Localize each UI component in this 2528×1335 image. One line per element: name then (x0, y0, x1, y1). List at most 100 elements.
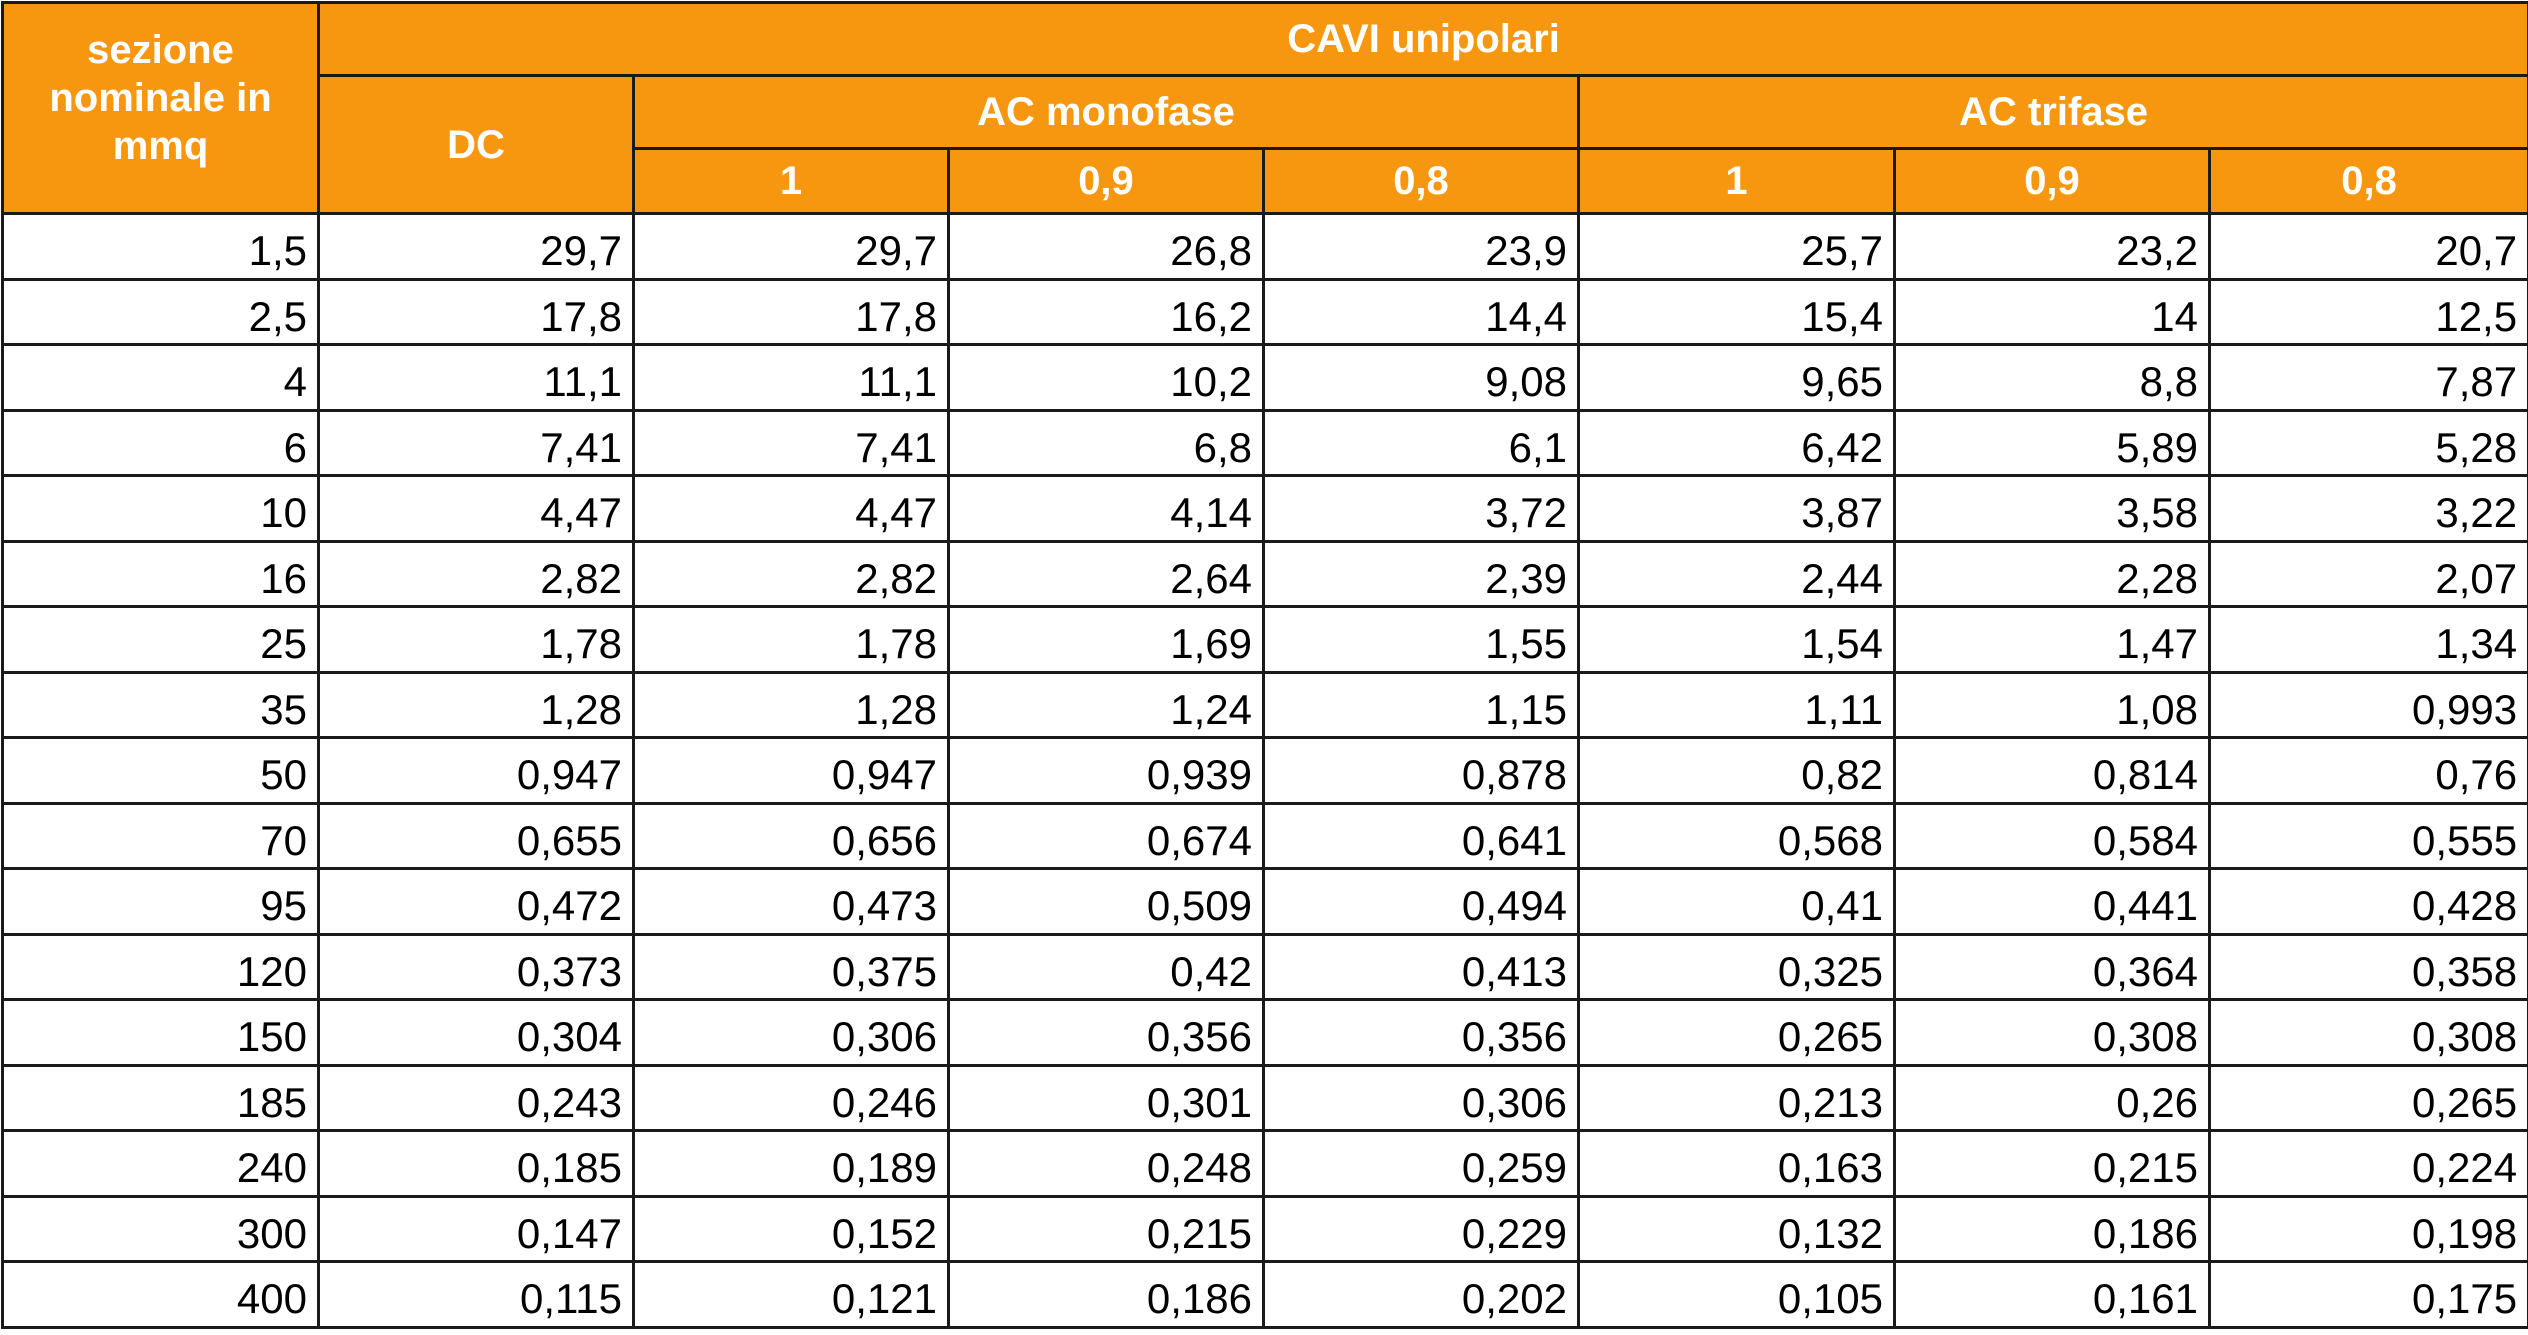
corner-header-section: sezione nominale in mmq (1, 1, 320, 215)
cell-ac-tri-08: 0,224 (2207, 1129, 2528, 1198)
cell-ac-tri-09: 23,2 (1893, 212, 2211, 281)
cell-ac-mono-1: 0,246 (632, 1063, 950, 1132)
cell-ac-mono-09: 0,939 (947, 736, 1265, 805)
cell-dc: 0,304 (317, 998, 635, 1067)
cell-ac-mono-09: 10,2 (947, 343, 1265, 412)
cell-ac-tri-08: 0,198 (2207, 1194, 2528, 1263)
cell-section: 4 (1, 343, 320, 412)
cell-ac-mono-08: 1,55 (1262, 605, 1580, 674)
table-row: 50 0,947 0,947 0,939 0,878 0,82 0,814 0,76 (1, 736, 2528, 805)
cell-ac-tri-09: 14 (1893, 277, 2211, 346)
cell-ac-tri-08: 0,308 (2207, 998, 2528, 1067)
cell-ac-tri-09: 1,08 (1893, 670, 2211, 739)
cell-ac-mono-09: 0,356 (947, 998, 1265, 1067)
cell-ac-tri-08: 0,428 (2207, 867, 2528, 936)
cell-ac-tri-09: 0,441 (1893, 867, 2211, 936)
cell-section: 35 (1, 670, 320, 739)
cell-ac-tri-1: 2,44 (1577, 539, 1896, 608)
cell-ac-tri-09: 0,814 (1893, 736, 2211, 805)
cell-ac-tri-09: 1,47 (1893, 605, 2211, 674)
cell-ac-mono-08: 6,1 (1262, 408, 1580, 477)
cell-ac-mono-1: 7,41 (632, 408, 950, 477)
cell-ac-mono-09: 0,42 (947, 932, 1265, 1001)
cell-ac-mono-08: 14,4 (1262, 277, 1580, 346)
cell-ac-tri-1: 0,82 (1577, 736, 1896, 805)
cell-ac-tri-09: 8,8 (1893, 343, 2211, 412)
cell-ac-mono-09: 0,301 (947, 1063, 1265, 1132)
cell-ac-tri-09: 0,186 (1893, 1194, 2211, 1263)
cell-ac-mono-1: 0,121 (632, 1260, 950, 1329)
header-row-type: DC AC monofase AC trifase (3, 74, 2528, 215)
cell-dc: 1,28 (317, 670, 635, 739)
cell-section: 70 (1, 801, 320, 870)
cell-ac-tri-1: 15,4 (1577, 277, 1896, 346)
cell-section: 10 (1, 474, 320, 543)
cell-ac-mono-09: 0,248 (947, 1129, 1265, 1198)
cell-ac-tri-1: 0,265 (1577, 998, 1896, 1067)
table-row: 400 0,115 0,121 0,186 0,202 0,105 0,161 0,175 (1, 1260, 2528, 1329)
cell-ac-tri-08: 0,555 (2207, 801, 2528, 870)
cell-dc: 17,8 (317, 277, 635, 346)
cell-ac-mono-1: 0,189 (632, 1129, 950, 1198)
cosphi-header-mono-08: 0,8 (1262, 147, 1580, 215)
cell-ac-tri-08: 3,22 (2207, 474, 2528, 543)
table-row: 4 11,1 11,1 10,2 9,08 9,65 8,8 7,87 (1, 343, 2528, 412)
cell-ac-mono-09: 2,64 (947, 539, 1265, 608)
cell-dc: 0,655 (317, 801, 635, 870)
table-row: 6 7,41 7,41 6,8 6,1 6,42 5,89 5,28 (1, 408, 2528, 477)
cell-ac-tri-1: 9,65 (1577, 343, 1896, 412)
header-row-cosphi: 1 0,9 0,8 1 0,9 0,8 (3, 147, 2528, 215)
cell-ac-mono-08: 0,356 (1262, 998, 1580, 1067)
cell-dc: 4,47 (317, 474, 635, 543)
cell-ac-mono-08: 23,9 (1262, 212, 1580, 281)
cell-ac-mono-08: 9,08 (1262, 343, 1580, 412)
cell-ac-tri-09: 2,28 (1893, 539, 2211, 608)
cell-ac-mono-1: 0,656 (632, 801, 950, 870)
cell-dc: 0,147 (317, 1194, 635, 1263)
cell-dc: 0,472 (317, 867, 635, 936)
cell-ac-tri-08: 20,7 (2207, 212, 2528, 281)
cell-ac-mono-08: 0,641 (1262, 801, 1580, 870)
table-row: 35 1,28 1,28 1,24 1,15 1,11 1,08 0,993 (1, 670, 2528, 739)
cell-section: 150 (1, 998, 320, 1067)
cell-ac-tri-08: 2,07 (2207, 539, 2528, 608)
cell-ac-mono-09: 4,14 (947, 474, 1265, 543)
cell-ac-mono-1: 17,8 (632, 277, 950, 346)
table-row: 120 0,373 0,375 0,42 0,413 0,325 0,364 0,358 (1, 932, 2528, 1001)
cell-ac-mono-09: 6,8 (947, 408, 1265, 477)
ac-monofase-header: AC monofase (632, 74, 1580, 150)
cell-ac-tri-08: 12,5 (2207, 277, 2528, 346)
cell-dc: 11,1 (317, 343, 635, 412)
cell-dc: 0,115 (317, 1260, 635, 1329)
cell-ac-mono-08: 3,72 (1262, 474, 1580, 543)
cell-ac-tri-1: 0,132 (1577, 1194, 1896, 1263)
cell-ac-mono-08: 0,413 (1262, 932, 1580, 1001)
cosphi-header-tri-08: 0,8 (2207, 147, 2528, 215)
cell-dc: 7,41 (317, 408, 635, 477)
table-row: 10 4,47 4,47 4,14 3,72 3,87 3,58 3,22 (1, 474, 2528, 543)
cell-section: 1,5 (1, 212, 320, 281)
cell-ac-mono-1: 0,473 (632, 867, 950, 936)
cell-ac-tri-1: 0,105 (1577, 1260, 1896, 1329)
cell-ac-tri-09: 0,584 (1893, 801, 2211, 870)
cell-ac-mono-08: 1,15 (1262, 670, 1580, 739)
cell-ac-tri-1: 1,54 (1577, 605, 1896, 674)
cell-section: 50 (1, 736, 320, 805)
cell-section: 400 (1, 1260, 320, 1329)
cell-ac-mono-09: 0,215 (947, 1194, 1265, 1263)
cell-ac-tri-1: 3,87 (1577, 474, 1896, 543)
table-row: 300 0,147 0,152 0,215 0,229 0,132 0,186 0,198 (1, 1194, 2528, 1263)
cell-ac-tri-09: 0,215 (1893, 1129, 2211, 1198)
cell-ac-tri-1: 0,213 (1577, 1063, 1896, 1132)
cell-ac-tri-1: 0,41 (1577, 867, 1896, 936)
table-row: 25 1,78 1,78 1,69 1,55 1,54 1,47 1,34 (1, 605, 2528, 674)
table-row: 70 0,655 0,656 0,674 0,641 0,568 0,584 0,555 (1, 801, 2528, 870)
cell-ac-mono-1: 1,78 (632, 605, 950, 674)
cell-ac-tri-1: 0,163 (1577, 1129, 1896, 1198)
cell-dc: 1,78 (317, 605, 635, 674)
group-header-cavi-unipolari: CAVI unipolari (316, 1, 2528, 77)
cell-ac-tri-08: 0,358 (2207, 932, 2528, 1001)
cell-ac-mono-1: 0,375 (632, 932, 950, 1001)
cell-ac-mono-08: 2,39 (1262, 539, 1580, 608)
